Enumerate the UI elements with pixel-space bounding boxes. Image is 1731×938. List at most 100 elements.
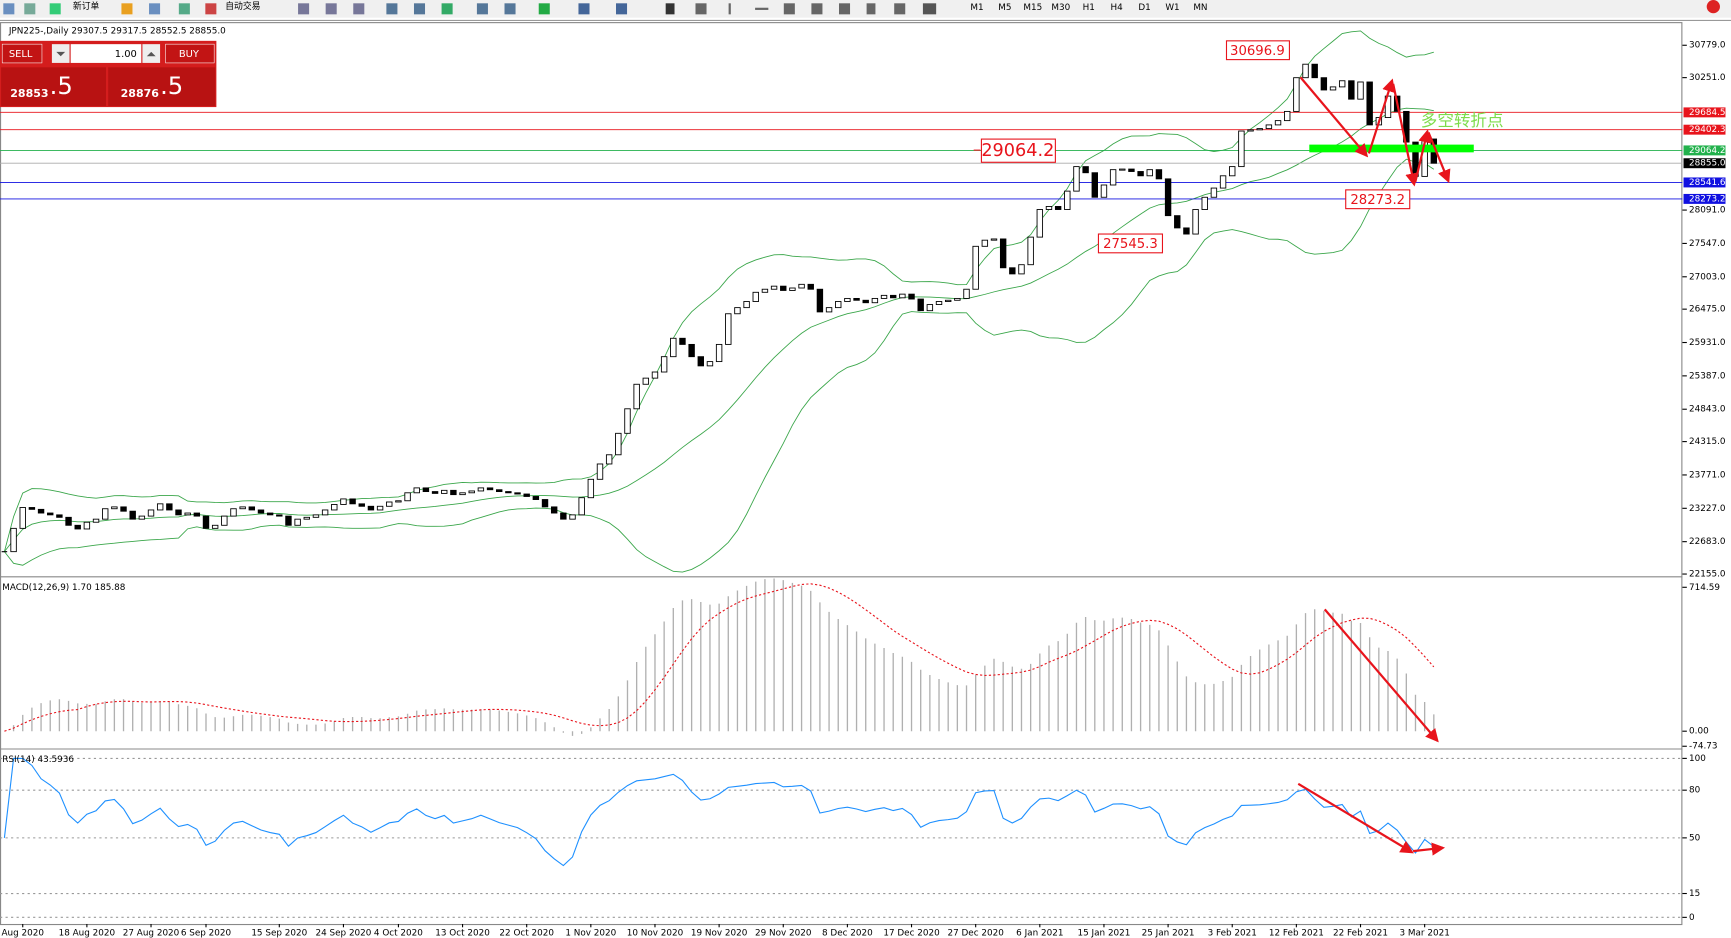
- ask-price: 28876: [121, 87, 160, 100]
- x-tick-label: 12 Feb 2021: [1269, 928, 1324, 938]
- timeframe-button[interactable]: MN: [1193, 3, 1207, 13]
- candle: [1357, 81, 1364, 100]
- toolbar: [0, 0, 1731, 18]
- timeframe-button[interactable]: H4: [1111, 3, 1124, 13]
- candle: [468, 490, 475, 494]
- sell-label[interactable]: SELL: [9, 49, 33, 60]
- annotation: 多空转折点: [1421, 111, 1504, 130]
- candle: [1137, 171, 1144, 177]
- buy-label[interactable]: BUY: [179, 49, 200, 60]
- candle: [844, 297, 851, 302]
- price-level-tag: [1683, 193, 1726, 204]
- candle: [230, 508, 237, 517]
- auto-trade-button[interactable]: 自动交易: [225, 0, 260, 12]
- candle: [239, 506, 246, 510]
- candle: [193, 512, 201, 517]
- candle: [1100, 184, 1108, 198]
- candle: [129, 510, 136, 520]
- candle: [587, 478, 595, 499]
- timeframe-button[interactable]: D1: [1138, 3, 1150, 13]
- candle: [1302, 63, 1309, 79]
- bid-pip: .5: [50, 71, 73, 100]
- bollinger-band: [3, 30, 1434, 552]
- annotation-shapes: [973, 40, 1474, 856]
- candle: [871, 297, 879, 304]
- annotation: 28273.2: [1350, 193, 1405, 208]
- price-level-tag: [1683, 177, 1726, 188]
- sell-button[interactable]: [1, 43, 43, 64]
- candle: [413, 487, 420, 494]
- candle: [596, 463, 604, 480]
- timeframe-button[interactable]: M30: [1051, 3, 1070, 13]
- macd-signal: [4, 583, 1435, 732]
- candle: [642, 377, 650, 385]
- candle: [156, 503, 164, 511]
- price-level-label: 29402.3: [1689, 125, 1726, 135]
- candle: [706, 361, 714, 367]
- candle: [999, 238, 1007, 269]
- candle: [816, 288, 824, 313]
- x-tick-label: 6 Jan 2021: [1016, 928, 1063, 938]
- candle: [679, 337, 686, 345]
- candle: [1238, 130, 1245, 168]
- candle: [890, 294, 897, 299]
- x-tick-label: 17 Dec 2020: [883, 928, 940, 938]
- y-tick-label: 80: [1689, 786, 1701, 796]
- candle: [954, 297, 961, 301]
- candle: [1329, 86, 1337, 91]
- candle: [221, 515, 228, 526]
- candle: [1164, 178, 1172, 217]
- timeframe-button[interactable]: M5: [998, 3, 1011, 13]
- candle: [1146, 169, 1153, 177]
- new-order-button[interactable]: 新订单: [73, 0, 100, 12]
- candle: [496, 489, 503, 493]
- lot-value[interactable]: 1.00: [115, 49, 137, 60]
- x-tick-label: 18 Aug 2020: [59, 928, 116, 938]
- candle: [725, 313, 732, 345]
- candle: [862, 299, 869, 304]
- candle: [807, 283, 814, 290]
- y-tick-label: 714.59: [1689, 583, 1720, 593]
- candle: [395, 500, 402, 503]
- candle: [853, 297, 860, 301]
- buy-button[interactable]: [165, 43, 215, 64]
- candle: [789, 287, 796, 291]
- candle: [752, 291, 759, 302]
- y-tick-label: 50: [1689, 833, 1701, 843]
- bid-price: 28853: [10, 87, 48, 100]
- candle: [367, 505, 375, 511]
- candle: [1229, 166, 1236, 177]
- ask-box[interactable]: [108, 67, 216, 106]
- x-tick-label: 1 Nov 2020: [565, 928, 616, 938]
- candle: [1320, 77, 1328, 91]
- bollinger-band: [4, 107, 1434, 552]
- bid-box[interactable]: [1, 67, 106, 106]
- candle: [935, 301, 943, 306]
- candle: [175, 509, 182, 516]
- y-tick-label: 27003.0: [1689, 272, 1726, 282]
- candle: [477, 487, 485, 492]
- candle: [825, 307, 833, 313]
- candle: [1210, 187, 1218, 198]
- candle: [202, 515, 210, 529]
- lot-input[interactable]: [70, 44, 142, 63]
- y-tick-label: 0.00: [1689, 727, 1709, 737]
- candle: [1027, 236, 1034, 266]
- candle: [660, 356, 668, 373]
- y-tick-label: 22155.0: [1689, 570, 1726, 580]
- timeframe-button[interactable]: H1: [1083, 3, 1095, 13]
- candle: [1119, 168, 1126, 171]
- price-level-label: 29064.2: [1689, 146, 1726, 156]
- annotation: 29064.2: [981, 141, 1054, 161]
- candle: [340, 498, 347, 505]
- candle: [331, 504, 338, 511]
- candle: [1091, 172, 1098, 198]
- timeframe-button[interactable]: M15: [1023, 3, 1042, 13]
- x-tick-label: 13 Oct 2020: [435, 928, 490, 938]
- timeframe-button[interactable]: M1: [970, 3, 983, 13]
- price-level-tag: [1683, 145, 1726, 156]
- timeframe-button[interactable]: W1: [1165, 3, 1179, 13]
- chart-title: JPN225-,Daily 29307.5 29317.5 28552.5 28…: [8, 26, 226, 36]
- price-level-tag: [1683, 124, 1726, 135]
